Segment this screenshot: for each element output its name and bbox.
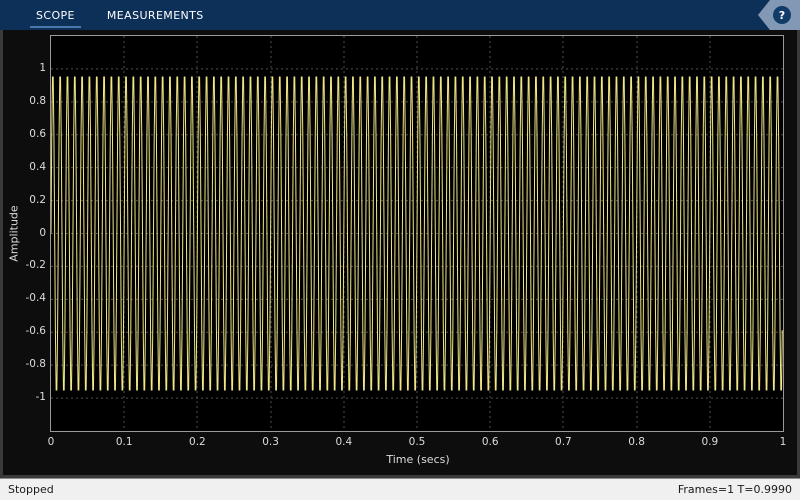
plot-area[interactable] xyxy=(50,35,784,432)
status-bar: Stopped Frames=1 T=0.9990 xyxy=(0,478,800,500)
x-tick-label: 0.9 xyxy=(701,436,719,448)
status-right: Frames=1 T=0.9990 xyxy=(677,483,792,496)
y-tick-label: 0.4 xyxy=(29,160,46,173)
y-tick-label: -1 xyxy=(35,391,46,404)
x-tick-label: 0.4 xyxy=(335,436,353,448)
x-tick-label: 1 xyxy=(779,436,787,448)
help-icon[interactable]: ? xyxy=(773,6,791,24)
x-tick-labels: 0 0.1 0.2 0.3 0.4 0.5 0.6 0.7 0.8 0.9 1 xyxy=(48,436,787,450)
x-tick-label: 0.3 xyxy=(262,436,279,448)
x-tick-label: 0.7 xyxy=(555,436,572,448)
waveform-svg xyxy=(51,36,783,431)
main-plot-region: Amplitude -1 -0.8 -0.6 -0.4 -0.2 0 0.2 0.4 0.6 0.… xyxy=(0,30,800,478)
y-tick-label: -0.4 xyxy=(25,292,47,305)
y-tick-label: -0.2 xyxy=(25,259,47,272)
y-tick-label: 1 xyxy=(39,61,46,74)
x-axis-label: Time (secs) xyxy=(386,453,450,466)
x-tick-label: 0 xyxy=(47,436,55,448)
y-tick-label: 0.8 xyxy=(29,94,46,107)
help-tab: ? xyxy=(758,0,800,30)
y-tick-label: 0 xyxy=(39,226,46,239)
x-tick-label: 0.5 xyxy=(408,436,426,448)
y-tick-label: 0.6 xyxy=(29,127,46,140)
y-tick-label: -0.8 xyxy=(25,358,47,371)
x-tick-label: 0.6 xyxy=(481,436,499,448)
x-tick-label: 0.1 xyxy=(115,436,133,448)
waveform-line xyxy=(51,76,783,391)
tab-measurements[interactable]: MEASUREMENTS xyxy=(106,8,204,22)
y-tick-labels: -1 -0.8 -0.6 -0.4 -0.2 0 0.2 0.4 0.6 0.8 1 xyxy=(19,35,47,434)
status-left: Stopped xyxy=(8,483,54,496)
y-tick-label: 0.2 xyxy=(29,193,46,206)
toolbar: SCOPE MEASUREMENTS ? xyxy=(0,0,800,30)
x-tick-label: 0.8 xyxy=(628,436,645,448)
x-tick-label: 0.2 xyxy=(189,436,206,448)
tab-scope[interactable]: SCOPE xyxy=(20,0,91,30)
y-tick-label: -0.6 xyxy=(25,325,47,338)
